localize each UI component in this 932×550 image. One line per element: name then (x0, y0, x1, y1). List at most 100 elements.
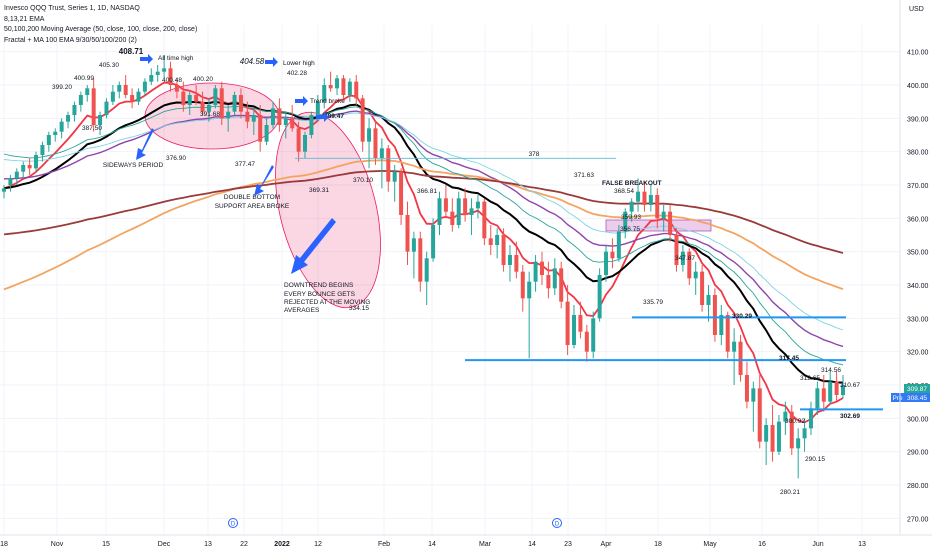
x-tick-label: 23 (564, 541, 572, 548)
x-tick-label: 13 (204, 541, 212, 548)
legend-title: Invesco QQQ Trust, Series 1, 1D, NASDAQ (4, 5, 140, 12)
candle-body (565, 301, 570, 345)
candle-body (546, 275, 551, 289)
price-label: 400.48 (162, 77, 182, 84)
candle-body (495, 235, 500, 245)
annotation-text: DOUBLE BOTTOM (224, 194, 280, 201)
candle-body (572, 315, 577, 345)
dividend-marker-icon (552, 518, 562, 528)
candle-body (597, 275, 602, 319)
candle-body (815, 388, 820, 409)
candle-body (46, 135, 51, 145)
candle-body (245, 111, 250, 122)
candle-body (559, 268, 564, 302)
price-label: 399.20 (52, 84, 72, 91)
price-label: 404.58 (240, 57, 265, 66)
candle-body (725, 315, 730, 352)
arrow-icon (136, 128, 154, 160)
arrow-icon (140, 54, 153, 64)
price-label: 378 (529, 151, 540, 158)
price-label: 314.56 (821, 367, 841, 374)
candle-body (21, 165, 26, 172)
candle-body (687, 251, 692, 279)
candle-body (796, 438, 801, 449)
candle-body (469, 208, 474, 215)
candle-body (610, 251, 615, 259)
candle-body (34, 155, 39, 169)
candle-body (104, 101, 109, 115)
ma-line (3, 81, 844, 424)
candle-body (399, 171, 404, 215)
candle-body (78, 95, 83, 105)
candle-body (303, 135, 308, 152)
chart-legend: Invesco QQQ Trust, Series 1, 1D, NASDAQ … (4, 4, 197, 46)
arrow-icon (265, 57, 278, 67)
y-tick-label: 270.00 (907, 516, 929, 523)
candle-body (392, 171, 397, 182)
candle-body (91, 88, 96, 125)
price-label: 387.50 (82, 125, 102, 132)
y-tick-label: 320.00 (907, 350, 929, 357)
arrow-icon (316, 112, 329, 122)
candle-body (456, 198, 461, 225)
candle-body (533, 261, 538, 282)
price-label: 369.31 (309, 187, 329, 194)
x-tick-label: 14 (528, 541, 536, 548)
x-tick-label: Jun (812, 541, 823, 548)
candle-body (424, 258, 429, 282)
candle-body (354, 81, 359, 99)
candle-body (507, 255, 512, 265)
candle-body (98, 115, 103, 125)
ma-line (3, 105, 844, 366)
candle-body (443, 198, 448, 212)
x-tick-label: 16 (758, 541, 766, 548)
candle-body (757, 388, 762, 442)
y-tick-label: 280.00 (907, 483, 929, 490)
x-tick-label: 13 (858, 541, 866, 548)
price-label: 280.21 (780, 489, 800, 496)
ma-line (4, 110, 844, 348)
candle-body (411, 238, 416, 252)
x-tick-label: Apr (601, 541, 613, 548)
candle-body (770, 425, 775, 452)
annotation-text: EVERY BOUNCE GETS (284, 291, 356, 298)
x-tick-label: Mar (479, 541, 492, 548)
candle-body (668, 211, 673, 235)
candle-body (149, 75, 154, 82)
candle-body (66, 115, 71, 122)
candle-body (72, 105, 77, 115)
annotation-text: REJECTED AT THE MOVING (284, 299, 370, 306)
candle-body (591, 318, 596, 352)
candle-body (277, 108, 282, 125)
candle-body (226, 111, 231, 119)
ma-line (3, 112, 844, 331)
candle-body (347, 81, 352, 95)
price-label: 389.47 (324, 113, 344, 120)
candle-body (520, 271, 525, 299)
candle-body (136, 91, 141, 102)
price-badge-label: 308.45 (907, 395, 927, 402)
dividend-marker-icon (228, 518, 238, 528)
candle-body (514, 255, 519, 272)
candle-body (123, 85, 128, 95)
candle-body (130, 95, 135, 102)
y-tick-label: 290.00 (907, 450, 929, 457)
candle-body (322, 85, 327, 102)
y-axis: 270.00280.00290.00300.00310.00320.00330.… (891, 0, 930, 535)
x-tick-label: May (703, 541, 717, 548)
price-label: 405.30 (99, 62, 119, 69)
legend-ma: 50,100,200 Moving Average (50, close, 10… (4, 26, 198, 33)
x-tick-label: Feb (378, 541, 390, 548)
candle-body (14, 171, 19, 179)
price-label: 334.15 (349, 305, 369, 312)
candle-body (296, 128, 301, 152)
price-label: 368.54 (614, 188, 634, 195)
y-tick-label: 350.00 (907, 250, 929, 257)
candle-body (315, 101, 320, 115)
candle-body (674, 235, 679, 265)
candle-body (187, 95, 192, 105)
candle-body (379, 148, 384, 159)
candle-body (290, 118, 295, 129)
candle-body (732, 341, 737, 352)
